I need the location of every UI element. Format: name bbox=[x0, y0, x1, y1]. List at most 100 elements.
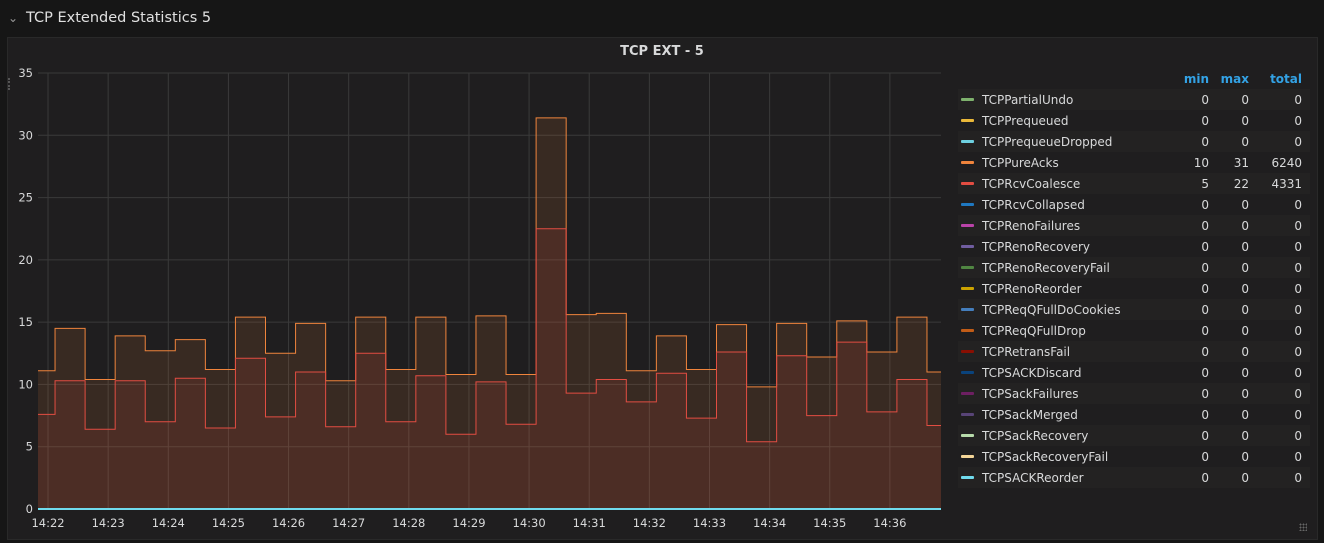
legend-series-name[interactable]: TCPSackRecovery bbox=[982, 428, 1089, 443]
legend-col-total[interactable]: total bbox=[1270, 71, 1302, 86]
series-color-swatch[interactable] bbox=[961, 287, 974, 290]
legend-series-name[interactable]: TCPReqQFullDrop bbox=[982, 323, 1086, 338]
legend-series-name[interactable]: TCPSackMerged bbox=[982, 407, 1078, 422]
x-tick-label: 14:29 bbox=[452, 516, 485, 530]
legend-item[interactable]: TCPSackMerged 0 0 0 bbox=[958, 404, 1310, 425]
legend-max: 0 bbox=[1241, 260, 1249, 275]
legend-item[interactable]: TCPPureAcks 10 31 6240 bbox=[958, 152, 1310, 173]
y-tick-label: 5 bbox=[26, 440, 33, 454]
legend-series-name[interactable]: TCPRenoReorder bbox=[982, 281, 1082, 296]
legend-series-name[interactable]: TCPSackFailures bbox=[982, 386, 1079, 401]
x-tick-label: 14:22 bbox=[31, 516, 64, 530]
legend-series-name[interactable]: TCPSackRecoveryFail bbox=[982, 449, 1109, 464]
legend-max: 31 bbox=[1233, 155, 1249, 170]
series-color-swatch[interactable] bbox=[961, 140, 974, 143]
legend-series-name[interactable]: TCPRetransFail bbox=[982, 344, 1071, 359]
series-color-swatch[interactable] bbox=[961, 392, 974, 395]
legend-item[interactable]: TCPRenoReorder 0 0 0 bbox=[958, 278, 1310, 299]
series-color-swatch[interactable] bbox=[961, 98, 974, 101]
x-tick-label: 14:30 bbox=[513, 516, 546, 530]
legend-item[interactable]: TCPSackFailures 0 0 0 bbox=[958, 383, 1310, 404]
legend-series-name[interactable]: TCPReqQFullDoCookies bbox=[982, 302, 1121, 317]
legend-series-name[interactable]: TCPPrequeueDropped bbox=[982, 134, 1113, 149]
legend-item[interactable]: TCPPartialUndo 0 0 0 bbox=[958, 89, 1310, 110]
legend-item[interactable]: TCPRenoRecoveryFail 0 0 0 bbox=[958, 257, 1310, 278]
x-tick-label: 14:35 bbox=[813, 516, 846, 530]
legend-min: 0 bbox=[1201, 344, 1209, 359]
x-tick-label: 14:31 bbox=[573, 516, 606, 530]
drag-handle-icon[interactable] bbox=[8, 78, 14, 90]
legend-col-max[interactable]: max bbox=[1220, 71, 1249, 86]
legend-item[interactable]: TCPSackRecoveryFail 0 0 0 bbox=[958, 446, 1310, 467]
series-color-swatch[interactable] bbox=[961, 329, 974, 332]
legend-total: 0 bbox=[1294, 92, 1302, 107]
graph-panel bbox=[7, 37, 1318, 540]
legend-col-min[interactable]: min bbox=[1183, 71, 1209, 86]
legend-series-name[interactable]: TCPRenoRecovery bbox=[982, 239, 1091, 254]
legend-max: 0 bbox=[1241, 386, 1249, 401]
y-tick-label: 30 bbox=[18, 128, 33, 142]
series-color-swatch[interactable] bbox=[961, 203, 974, 206]
legend-item[interactable]: TCPSACKDiscard 0 0 0 bbox=[958, 362, 1310, 383]
legend-max: 0 bbox=[1241, 281, 1249, 296]
series-color-swatch[interactable] bbox=[961, 266, 974, 269]
panel-title[interactable]: TCP EXT - 5 bbox=[0, 44, 1324, 59]
legend-series-name[interactable]: TCPRenoFailures bbox=[982, 218, 1081, 233]
x-tick-label: 14:27 bbox=[332, 516, 365, 530]
legend-total: 0 bbox=[1294, 365, 1302, 380]
x-tick-label: 14:36 bbox=[873, 516, 906, 530]
series-color-swatch[interactable] bbox=[961, 161, 974, 164]
legend-item[interactable]: TCPPrequeued 0 0 0 bbox=[958, 110, 1310, 131]
legend-total: 0 bbox=[1294, 281, 1302, 296]
legend-series-name[interactable]: TCPPartialUndo bbox=[982, 92, 1074, 107]
series-color-swatch[interactable] bbox=[961, 119, 974, 122]
legend-item[interactable]: TCPPrequeueDropped 0 0 0 bbox=[958, 131, 1310, 152]
legend-series-name[interactable]: TCPRcvCollapsed bbox=[982, 197, 1085, 212]
legend-item[interactable]: TCPReqQFullDrop 0 0 0 bbox=[958, 320, 1310, 341]
x-tick-label: 14:25 bbox=[212, 516, 245, 530]
series-color-swatch[interactable] bbox=[961, 434, 974, 437]
legend-series-name[interactable]: TCPRenoRecoveryFail bbox=[982, 260, 1110, 275]
legend-series-name[interactable]: TCPPureAcks bbox=[982, 155, 1059, 170]
series-color-swatch[interactable] bbox=[961, 245, 974, 248]
legend-item[interactable]: TCPReqQFullDoCookies 0 0 0 bbox=[958, 299, 1310, 320]
series-area-TCPPureAcks bbox=[38, 117, 941, 510]
legend-total: 0 bbox=[1294, 344, 1302, 359]
series-color-swatch[interactable] bbox=[961, 413, 974, 416]
legend-min: 0 bbox=[1201, 323, 1209, 338]
legend-series-name[interactable]: TCPRcvCoalesce bbox=[982, 176, 1081, 191]
series-color-swatch[interactable] bbox=[961, 350, 974, 353]
legend-item[interactable]: TCPSACKReorder 0 0 0 bbox=[958, 467, 1310, 488]
legend-min: 0 bbox=[1201, 470, 1209, 485]
legend-item[interactable]: TCPRcvCollapsed 0 0 0 bbox=[958, 194, 1310, 215]
legend-max: 0 bbox=[1241, 428, 1249, 443]
legend-total: 0 bbox=[1294, 218, 1302, 233]
legend-min: 0 bbox=[1201, 134, 1209, 149]
legend-series-name[interactable]: TCPSACKReorder bbox=[982, 470, 1084, 485]
legend-total: 4331 bbox=[1271, 176, 1302, 191]
legend: min max total TCPPartialUndo 0 0 0 TCPPr… bbox=[958, 68, 1310, 488]
legend-series-name[interactable]: TCPSACKDiscard bbox=[982, 365, 1082, 380]
series-color-swatch[interactable] bbox=[961, 476, 974, 479]
row-title: TCP Extended Statistics 5 bbox=[26, 10, 212, 26]
legend-item[interactable]: TCPRenoFailures 0 0 0 bbox=[958, 215, 1310, 236]
legend-max: 0 bbox=[1241, 218, 1249, 233]
legend-series-name[interactable]: TCPPrequeued bbox=[982, 113, 1069, 128]
chevron-down-icon[interactable]: ⌄ bbox=[8, 11, 19, 25]
legend-min: 0 bbox=[1201, 197, 1209, 212]
row-header[interactable]: ⌄ TCP Extended Statistics 5 bbox=[0, 0, 1324, 36]
legend-max: 0 bbox=[1241, 302, 1249, 317]
series-color-swatch[interactable] bbox=[961, 224, 974, 227]
legend-item[interactable]: TCPRetransFail 0 0 0 bbox=[958, 341, 1310, 362]
legend-item[interactable]: TCPSackRecovery 0 0 0 bbox=[958, 425, 1310, 446]
resize-handle-icon[interactable] bbox=[1299, 523, 1307, 531]
legend-total: 0 bbox=[1294, 302, 1302, 317]
x-tick-label: 14:32 bbox=[633, 516, 666, 530]
series-color-swatch[interactable] bbox=[961, 308, 974, 311]
series-color-swatch[interactable] bbox=[961, 371, 974, 374]
series-color-swatch[interactable] bbox=[961, 182, 974, 185]
series-color-swatch[interactable] bbox=[961, 455, 974, 458]
legend-item[interactable]: TCPRcvCoalesce 5 22 4331 bbox=[958, 173, 1310, 194]
y-tick-label: 0 bbox=[26, 502, 33, 516]
legend-item[interactable]: TCPRenoRecovery 0 0 0 bbox=[958, 236, 1310, 257]
